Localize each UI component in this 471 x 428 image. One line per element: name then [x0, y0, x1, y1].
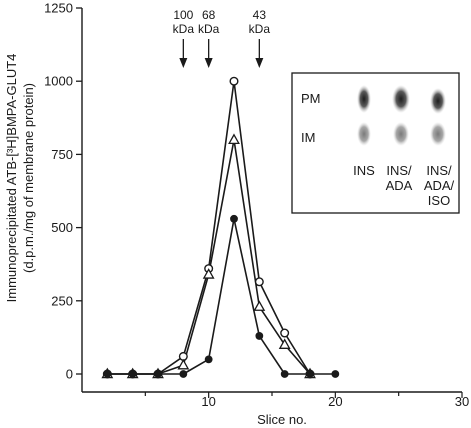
- x-axis-title: Slice no.: [257, 412, 307, 427]
- mw-marker-value: 100: [173, 8, 193, 22]
- mw-marker-arrow-head: [255, 58, 264, 68]
- mw-marker-value: 68: [202, 8, 216, 22]
- data-point-filled-circle: [331, 370, 340, 378]
- lane-label-ins-ada: INS/ ADA: [386, 163, 413, 193]
- lane-ins-line-1: INS: [353, 163, 375, 178]
- lane-ins-ada-line-2: ADA: [386, 178, 413, 193]
- data-point-filled-circle: [255, 332, 264, 340]
- y-axis-ticks: 0 250 500 750 1000 1250: [44, 1, 82, 382]
- lane-ins-ada-line-1: INS/: [386, 163, 412, 178]
- im-band-ins: [357, 122, 371, 146]
- y-axis-title-line-2: (d.p.m./mg of membrane protein): [21, 83, 36, 273]
- lane-ins-ada-iso-line-3: ISO: [428, 193, 450, 208]
- x-tick-label: 30: [455, 394, 469, 409]
- data-point-filled-circle: [280, 370, 289, 378]
- inset-frame: [291, 72, 460, 214]
- x-axis-ticks: 10 20 30: [144, 392, 469, 409]
- data-point-open-circle: [229, 76, 239, 86]
- pm-band-ins: [357, 85, 371, 113]
- series-line-3: [107, 218, 336, 375]
- data-point-open-circle: [254, 277, 264, 287]
- data-point-filled-circle: [154, 370, 162, 378]
- y-tick-label: 500: [51, 220, 73, 235]
- lane-ins-ada-iso-line-2: ADA/: [424, 178, 455, 193]
- x-tick-label: 20: [328, 394, 342, 409]
- y-tick-label: 250: [51, 293, 73, 308]
- data-point-filled-circle: [103, 370, 112, 378]
- data-point-open-triangle: [278, 338, 291, 349]
- mw-marker-arrow-head: [204, 58, 213, 68]
- data-point-open-triangle: [202, 268, 215, 279]
- im-band-ins-ada-iso: [430, 122, 446, 146]
- lane-ins-ada-iso-line-1: INS/: [426, 163, 452, 178]
- y-tick-label: 0: [66, 367, 73, 382]
- data-point-filled-circle: [230, 214, 238, 223]
- x-tick-label: 10: [201, 394, 215, 409]
- inset-blot: PM IM INS INS/ ADA INS/ ADA/ ISO: [291, 72, 460, 214]
- data-point-open-circle: [280, 328, 290, 338]
- y-tick-label: 1000: [44, 74, 73, 89]
- row-label-im: IM: [301, 130, 315, 145]
- data-point-filled-circle: [204, 355, 213, 364]
- data-point-filled-circle: [128, 370, 137, 378]
- row-label-pm: PM: [301, 91, 321, 106]
- mw-marker-unit: kDa: [173, 22, 195, 36]
- lane-label-ins: INS: [353, 163, 375, 178]
- data-point-filled-circle: [179, 370, 188, 378]
- data-point-open-triangle: [177, 358, 190, 370]
- mw-marker-arrow-head: [179, 58, 188, 68]
- data-series: [101, 76, 340, 379]
- im-band-ins-ada: [393, 122, 409, 146]
- mw-marker-unit: kDa: [198, 22, 220, 36]
- data-point-open-triangle: [228, 133, 240, 145]
- y-axis-title-line-1: Immunoprecipitated ATB-[³H]BMPA-GLUT4: [4, 54, 19, 303]
- series-line-2: [107, 138, 311, 375]
- data-point-open-triangle: [253, 300, 266, 311]
- series-line-1: [107, 80, 311, 375]
- pm-band-ins-ada-iso: [430, 88, 446, 114]
- y-tick-label: 750: [51, 147, 73, 162]
- data-point-filled-circle: [306, 370, 314, 378]
- y-tick-label: 1250: [44, 1, 73, 16]
- pm-band-ins-ada: [392, 85, 410, 113]
- mw-marker-value: 43: [253, 8, 267, 22]
- lane-label-ins-ada-iso: INS/ ADA/ ISO: [424, 163, 455, 208]
- mw-marker-unit: kDa: [249, 22, 271, 36]
